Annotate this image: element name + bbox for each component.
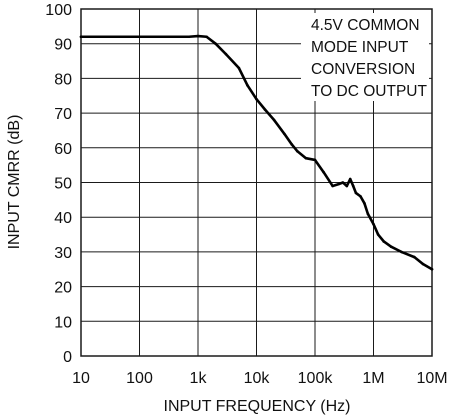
data-point [345,184,349,188]
data-point [283,132,286,136]
plot-frame [80,8,433,357]
x-tick-label: 10k [244,370,271,387]
x-axis-label: INPUT FREQUENCY (Hz) [164,398,351,415]
y-tick-label: 10 [54,314,72,331]
annotation-line-2: MODE INPUT [311,39,409,56]
data-point [336,182,340,186]
data-point [382,240,386,243]
x-tick-label: 1k [190,370,208,387]
data-point [205,35,208,39]
annotation-line-4: TO DC OUTPUT [311,83,427,100]
data-point [290,143,294,146]
data-point [413,255,416,259]
data-point [255,97,258,101]
y-tick-label: 0 [63,349,72,366]
annotation-background [301,13,429,101]
annotation-line-1: 4.5V COMMON [311,17,420,34]
data-point [372,222,375,226]
annotation-line-3: CONVERSION [311,61,415,78]
y-tick-label: 60 [54,141,72,158]
data-point [304,156,308,160]
data-point [263,108,267,111]
x-tick-label: 10 [72,370,90,387]
data-point [376,233,380,236]
data-point [79,35,83,39]
data-point [173,35,177,39]
y-tick-label: 30 [54,245,72,262]
y-tick-label: 90 [54,37,72,54]
y-tick-label: 20 [54,280,72,297]
data-point [196,34,200,38]
data-point [224,52,228,56]
x-tick-label: 10M [416,370,447,387]
y-tick-label: 100 [45,2,72,19]
x-tick-label: 1M [362,370,384,387]
data-point [421,262,425,266]
y-tick-label: 50 [54,176,72,193]
series-layer [79,34,434,271]
y-tick-label: 70 [54,106,72,123]
data-point [322,170,325,174]
data-point [237,66,241,70]
data-point [341,181,345,184]
data-point [363,202,366,205]
data-point [351,184,355,188]
grid-lines [81,9,432,356]
annotation-box: 4.5V COMMON MODE INPUT CONVERSION TO DC … [301,13,429,101]
data-point [296,149,299,153]
data-point [187,35,191,39]
data-point [348,177,352,181]
x-tick-label: 100k [298,370,334,387]
data-point [354,191,358,195]
data-point [400,250,403,254]
data-point [313,158,317,162]
y-axis-label: INPUT CMRR (dB) [6,115,23,250]
data-point [366,212,370,216]
data-point [359,195,362,198]
data-point [214,42,217,45]
data-point [430,267,434,271]
x-tick-label: 100 [126,370,153,387]
data-point [389,245,393,248]
data-point [138,35,141,39]
data-point [331,184,334,188]
y-tick-label: 40 [54,210,72,227]
data-point [246,84,249,87]
data-point [272,118,276,122]
y-tick-label: 80 [54,71,72,88]
